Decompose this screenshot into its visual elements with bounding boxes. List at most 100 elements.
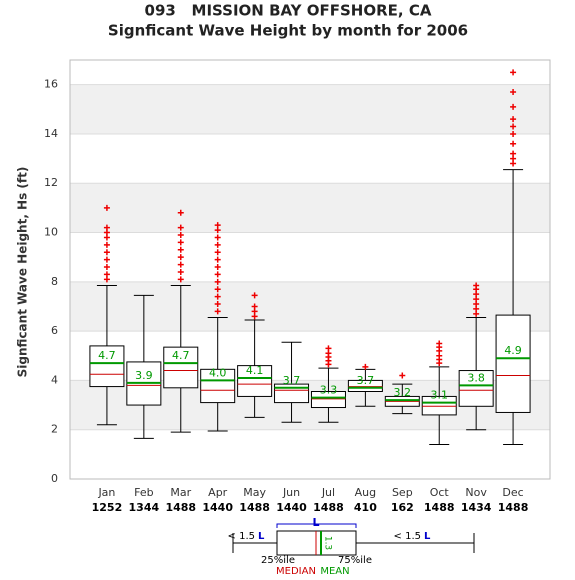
x-tick-label: Dec [502, 486, 523, 499]
key-iqr-symbol: L [424, 531, 431, 542]
chart-title: 093 MISSION BAY OFFSHORE, CA [145, 2, 432, 20]
outlier [177, 268, 184, 275]
box [200, 368, 236, 404]
outlier [103, 241, 110, 248]
outlier [177, 209, 184, 216]
count-label: 1488 [424, 501, 455, 514]
outlier [510, 103, 517, 110]
y-tick-label: 6 [51, 324, 58, 337]
outlier [103, 271, 110, 278]
outlier [473, 282, 480, 289]
outlier [510, 69, 517, 76]
count-label: 1488 [239, 501, 270, 514]
outlier [436, 340, 443, 347]
key-range-label: < 1.5 [228, 531, 255, 542]
mean-label: 4.7 [98, 349, 116, 362]
box [495, 314, 531, 413]
key-iqr-bracket [276, 523, 357, 528]
x-tick-label: Jun [282, 486, 300, 499]
outlier [510, 130, 517, 137]
x-tick-label: Apr [208, 486, 228, 499]
y-tick-label: 12 [44, 176, 58, 189]
x-tick-label: Jan [97, 486, 115, 499]
count-label: 1252 [92, 501, 123, 514]
y-tick-label: 8 [51, 275, 58, 288]
x-tick-label: May [243, 486, 266, 499]
outlier [251, 292, 258, 299]
outlier [177, 239, 184, 246]
outlier [214, 301, 221, 308]
mean-label: 4.0 [209, 366, 227, 379]
mean-label: 4.1 [246, 364, 264, 377]
box [310, 391, 346, 409]
y-tick-label: 0 [51, 472, 58, 485]
box [421, 395, 457, 416]
x-tick-label: Mar [170, 486, 191, 499]
outlier [103, 224, 110, 231]
count-label: 1488 [313, 501, 344, 514]
outlier [103, 256, 110, 263]
x-tick-label: Nov [465, 486, 487, 499]
mean-label: 3.7 [283, 374, 301, 387]
box [237, 365, 273, 397]
x-tick-label: Jul [321, 486, 335, 499]
outlier [177, 261, 184, 268]
key-mean-value: 1.3 [323, 536, 333, 550]
outlier [214, 234, 221, 241]
grid-band [70, 84, 550, 134]
key-q3-label: 75%ile [338, 555, 372, 566]
outlier [214, 293, 221, 300]
key-range-label: < 1.5 [394, 531, 421, 542]
outlier [103, 204, 110, 211]
key: L < 1.5 L < 1.5 L 25%ile 75%ile MEDIAN M… [228, 516, 475, 577]
outlier [214, 271, 221, 278]
key-iqr-symbol: L [312, 516, 319, 529]
chart-subtitle: Signficant Wave Height by month for 2006 [108, 22, 468, 40]
key-q1-label: 25%ile [261, 555, 295, 566]
outlier [510, 116, 517, 123]
box [347, 379, 383, 393]
outlier [214, 241, 221, 248]
mean-label: 3.9 [135, 369, 153, 382]
count-label: 1434 [461, 501, 492, 514]
outlier [399, 372, 406, 379]
outlier [177, 276, 184, 283]
grid-band [70, 281, 550, 332]
key-median-label: MEDIAN [276, 566, 316, 577]
box [89, 345, 125, 388]
mean-label: 3.3 [320, 384, 338, 397]
outlier [510, 140, 517, 147]
grid-band [70, 183, 550, 233]
count-label: 1440 [276, 501, 307, 514]
outlier [177, 246, 184, 253]
outlier [510, 150, 517, 157]
outlier [362, 363, 369, 370]
y-tick-label: 14 [44, 127, 58, 140]
key-iqr-symbol: L [258, 531, 265, 542]
outlier [214, 278, 221, 285]
key-mean-label: MEAN [320, 566, 349, 577]
count-label: 162 [391, 501, 414, 514]
y-axis-label: Signficant Wave Height, Hs (ft) [16, 167, 30, 378]
outlier [177, 254, 184, 261]
outlier [214, 249, 221, 256]
outlier [214, 308, 221, 315]
box [458, 370, 494, 407]
y-tick-label: 2 [51, 423, 58, 436]
mean-label: 4.9 [504, 344, 522, 357]
outlier [214, 222, 221, 229]
mean-label: 3.8 [467, 371, 485, 384]
plot-border [69, 59, 551, 480]
box [163, 346, 199, 389]
x-tick-label: Feb [134, 486, 153, 499]
count-label: 1488 [165, 501, 196, 514]
outlier [251, 303, 258, 310]
outlier [214, 256, 221, 263]
mean-label: 3.7 [357, 374, 375, 387]
x-tick-label: Oct [430, 486, 450, 499]
x-tick-label: Sep [392, 486, 413, 499]
mean-label: 3.2 [394, 386, 412, 399]
outlier [325, 345, 332, 352]
outlier [214, 264, 221, 271]
